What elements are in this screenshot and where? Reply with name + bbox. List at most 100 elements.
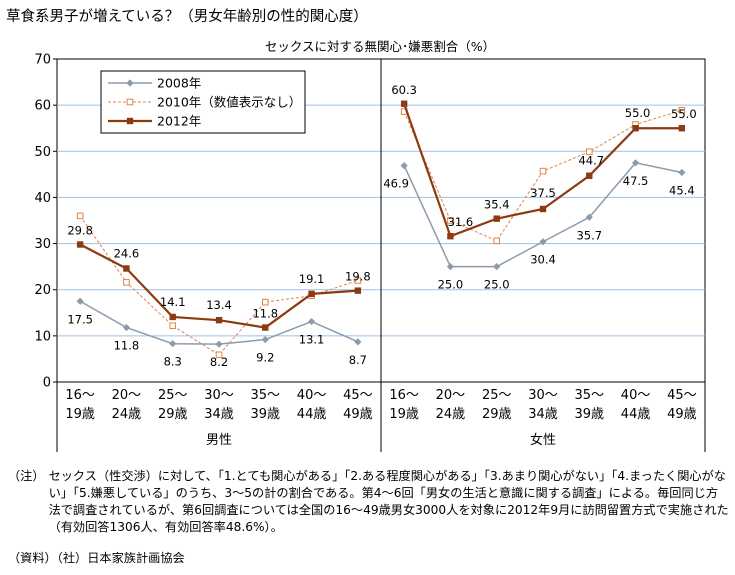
data-point [215,340,223,348]
data-labels: 17.5 11.8 8.3 8.2 9.2 13.1 8.7 29.8 24.6 14.1 13.4… [67,83,696,369]
data-label: 24.6 [114,246,140,260]
data-point [76,241,84,248]
data-label: 11.8 [114,339,140,353]
data-point [261,335,269,344]
data-label: 29.8 [67,223,93,237]
data-label: 31.6 [448,215,474,229]
data-label: 8.2 [210,355,228,369]
data-label: 13.4 [206,298,232,312]
data-label: 47.5 [623,174,649,188]
data-label: 13.1 [299,333,325,347]
x-tick-label: 40～ 44歳 [621,388,651,422]
data-label: 8.7 [349,353,367,367]
x-tick-label: 30～ 34歳 [528,388,558,422]
x-tick-label: 25～ 29歳 [158,388,188,422]
legend-marker [126,117,134,125]
y-tick-label: 40 [34,191,51,206]
data-point [76,297,84,305]
data-label: 55.0 [671,107,697,121]
data-point [400,100,408,107]
data-point [169,322,177,330]
data-point [76,212,84,220]
legend-entry: 2010年（数値表示なし） [157,95,301,110]
data-point [307,317,316,326]
data-label: 44.7 [578,154,604,168]
data-point [539,238,547,246]
y-tick-label: 20 [34,283,51,298]
legend-entry: 2008年 [157,76,201,91]
y-tick-label: 70 [34,53,51,68]
data-label: 37.5 [530,186,556,200]
data-label: 46.9 [383,177,409,191]
data-point [493,215,500,222]
data-label: 60.3 [391,83,417,97]
data-point [585,213,593,221]
legend-marker [126,79,134,87]
data-label: 55.0 [625,106,651,120]
y-tick-label: 30 [34,237,51,252]
data-point [123,279,130,286]
x-tick-label: 45～ 49歳 [667,388,697,422]
x-axis: 16～ 19歳 20～ 24歳 25～ 29歳 30～ 34歳 35～ 39歳 40～ 44歳 45～ 4… [56,59,706,452]
data-label: 14.1 [160,295,186,309]
line-chart: セックスに対する無関心･嫌悪割合（%） 0 10 20 30 40 50 60 70 16～ 1… [34,39,706,452]
data-label: 25.0 [484,278,510,292]
data-point [122,323,131,332]
y-tick-label: 0 [43,376,51,391]
y-tick-label: 60 [34,99,51,114]
legend: 2008年 2010年（数値表示なし） 2012年 [100,70,306,134]
x-tick-label: 35～ 39歳 [251,388,281,422]
page-title: 草食系男子が増えている？（男女年齢別の性的関心度） [6,9,368,25]
data-point [215,351,223,359]
data-label: 45.4 [669,184,695,198]
data-point [447,232,454,240]
data-point [678,125,686,132]
data-label: 35.7 [576,228,602,242]
data-point [586,172,593,179]
data-point [493,263,501,271]
data-point [447,217,454,224]
x-tick-label: 20～ 24歳 [436,388,466,422]
footnote: （注） セックス（性交渉）に対して、「1.とても関心がある」「2.ある程度関心が… [8,468,730,536]
data-point [308,290,315,298]
legend-entry: 2012年 [157,114,201,129]
data-point [631,159,640,167]
footnote-text: セックス（性交渉）に対して、「1.とても関心がある」「2.ある程度関心がある」「… [48,469,729,534]
data-label: 19.1 [299,272,325,286]
footnote-tag: （注） [8,469,45,483]
data-point [446,263,455,271]
data-point [539,205,547,213]
data-label: 30.4 [530,253,556,267]
x-tick-label: 35～ 39歳 [575,388,605,422]
data-label: 8.3 [164,355,182,369]
x-tick-label: 25～ 29歳 [482,388,512,422]
data-point [678,106,686,114]
series-layer [76,100,686,359]
x-tick-label: 30～ 34歳 [204,388,234,422]
data-point [262,324,269,331]
data-point [585,148,593,156]
data-point [354,338,362,346]
data-point [123,265,130,272]
data-point [539,167,547,175]
data-point [493,237,501,245]
data-point [261,298,269,306]
data-point [354,287,362,294]
source-note: （資料）（社）日本家族計画協会 [8,551,185,565]
data-point [215,316,223,324]
x-tick-label: 16～ 19歳 [65,388,95,422]
y-tick-label: 50 [34,145,51,160]
x-tick-label: 45～ 49歳 [343,388,373,422]
data-point [169,340,177,348]
x-tick-label: 16～ 19歳 [389,388,419,422]
data-point [678,168,686,177]
data-point [354,277,362,284]
data-point [632,125,639,132]
data-label: 25.0 [438,278,464,292]
data-label: 35.4 [484,198,510,212]
x-tick-label: 40～ 44歳 [297,388,327,422]
y-tick-label: 10 [34,329,51,344]
data-label: 11.8 [252,307,278,321]
group-label: 男性 [206,433,232,448]
chart-subtitle: セックスに対する無関心･嫌悪割合（%） [265,39,495,54]
